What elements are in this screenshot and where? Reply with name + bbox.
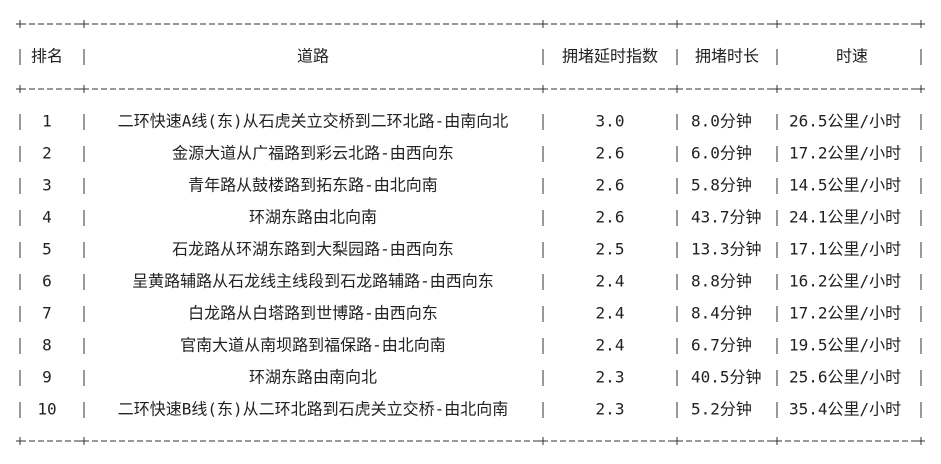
table-cell: 6 (42, 272, 52, 291)
table-cell: 白龙路从白塔路到世博路-由西向东 (188, 304, 438, 323)
table-cell: 2.3 (596, 368, 625, 387)
table-cell: 6.7分钟 (691, 336, 752, 355)
table-cell: 25.6公里/小时 (789, 368, 901, 387)
table-cell: 43.7分钟 (691, 208, 762, 227)
table-cell: 3.0 (596, 112, 625, 131)
table-cell: 13.3分钟 (691, 240, 762, 259)
table-cell: 16.2公里/小时 (789, 272, 901, 291)
table-cell: 4 (42, 208, 52, 227)
header-cell: 道路 (297, 47, 329, 66)
table-cell: 2.3 (596, 400, 625, 419)
table-cell: 环湖东路由南向北 (249, 368, 377, 387)
table-cell: 14.5公里/小时 (789, 176, 901, 195)
header-cell: 时速 (836, 47, 868, 66)
table-cell: 二环快速A线(东)从石虎关立交桥到二环北路-由南向北 (118, 112, 509, 131)
table-cell: 8.4分钟 (691, 304, 752, 323)
table-cell: 2 (42, 144, 52, 163)
table-cell: 2.5 (596, 240, 625, 259)
header-cell: 拥堵时长 (695, 47, 759, 66)
table-cell: 2.4 (596, 304, 625, 323)
table-cell: 9 (42, 368, 52, 387)
table-cell: 17.2公里/小时 (789, 304, 901, 323)
header-cell: 拥堵延时指数 (562, 47, 658, 66)
table-cell: 2.4 (596, 272, 625, 291)
table-cell: 石龙路从环湖东路到大梨园路-由西向东 (172, 240, 454, 259)
table-cell: 二环快速B线(东)从二环北路到石虎关立交桥-由北向南 (118, 400, 509, 419)
table-cell: 35.4公里/小时 (789, 400, 901, 419)
table-cell: 5.8分钟 (691, 176, 752, 195)
table-cell: 2.4 (596, 336, 625, 355)
table-cell: 2.6 (596, 176, 625, 195)
table-cell: 40.5分钟 (691, 368, 762, 387)
table-cell: 24.1公里/小时 (789, 208, 901, 227)
table-cell: 呈黄路辅路从石龙线主线段到石龙路辅路-由西向东 (132, 272, 494, 291)
table-cell: 7 (42, 304, 52, 323)
table-cell: 金源大道从广福路到彩云北路-由西向东 (172, 144, 454, 163)
table-cell: 17.2公里/小时 (789, 144, 901, 163)
table-cell: 8.0分钟 (691, 112, 752, 131)
table-cell: 1 (42, 112, 52, 131)
table-cell: 官南大道从南坝路到福保路-由北向南 (180, 336, 446, 355)
table-cell: 3 (42, 176, 52, 195)
table-cell: 青年路从鼓楼路到拓东路-由北向南 (188, 176, 438, 195)
table-cell: 6.0分钟 (691, 144, 752, 163)
table-cell: 5.2分钟 (691, 400, 752, 419)
table-cell: 2.6 (596, 144, 625, 163)
table-cell: 8.8分钟 (691, 272, 752, 291)
table-cell: 8 (42, 336, 52, 355)
table-cell: 5 (42, 240, 52, 259)
header-cell: 排名 (31, 47, 63, 66)
table-cell: 2.6 (596, 208, 625, 227)
table-cell: 19.5公里/小时 (789, 336, 901, 355)
table-cell: 17.1公里/小时 (789, 240, 901, 259)
table-cell: 环湖东路由北向南 (249, 208, 377, 227)
table-cell: 10 (37, 400, 56, 419)
table-cell: 26.5公里/小时 (789, 112, 901, 131)
